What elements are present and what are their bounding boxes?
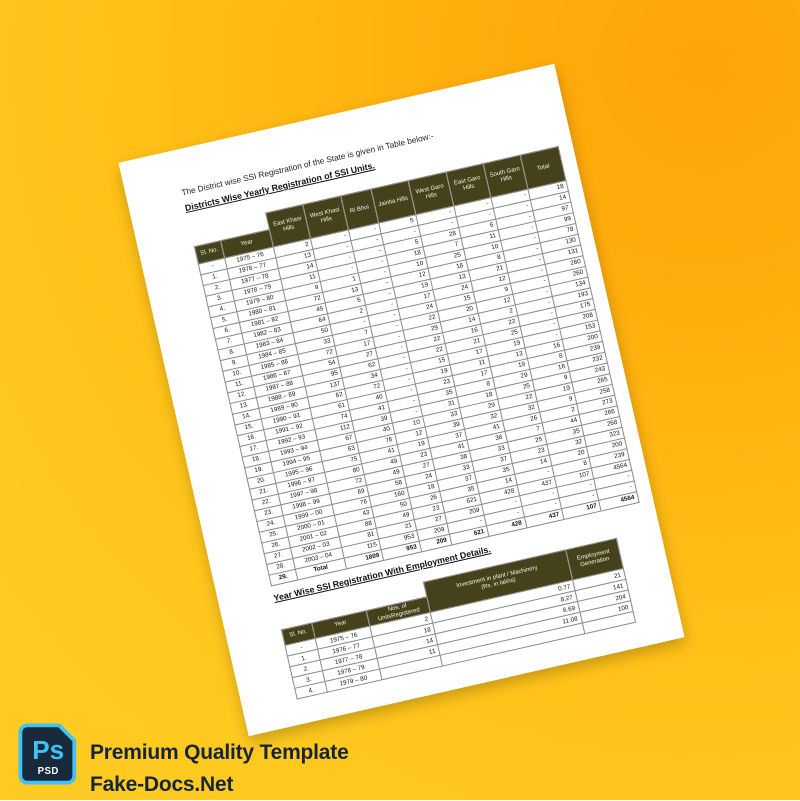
svg-text:PSD: PSD xyxy=(38,766,59,777)
svg-text:Ps: Ps xyxy=(32,735,64,765)
